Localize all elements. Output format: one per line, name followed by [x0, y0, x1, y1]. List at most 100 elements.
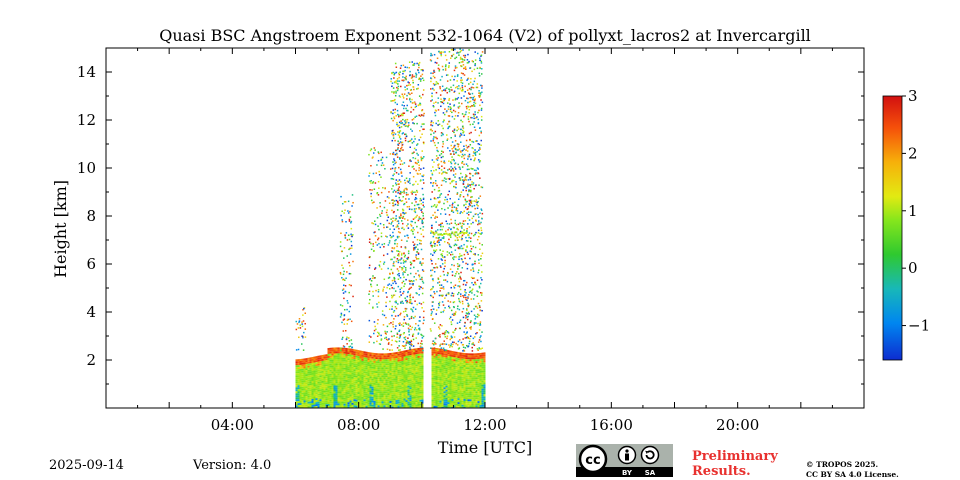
heatmap-cell [434, 136, 436, 139]
heatmap-cell [419, 320, 421, 322]
heatmap-cell [453, 91, 455, 93]
heatmap-cell [313, 382, 316, 385]
heatmap-cell [376, 216, 379, 219]
heatmap-cell [397, 202, 400, 205]
heatmap-cell [483, 368, 486, 371]
heatmap-cell [391, 374, 394, 377]
heatmap-cell [393, 390, 396, 393]
heatmap-cell [434, 144, 436, 147]
heatmap-cell [468, 184, 471, 186]
heatmap-cell [368, 278, 371, 281]
heatmap-cell [481, 398, 484, 401]
heatmap-cell [399, 71, 401, 73]
heatmap-cell [317, 375, 320, 378]
heatmap-cell [393, 335, 395, 337]
heatmap-cell [447, 386, 450, 389]
heatmap-cell [407, 256, 410, 259]
heatmap-cell [341, 351, 344, 354]
heatmap-cell [298, 320, 301, 322]
heatmap-cell [345, 347, 348, 350]
heatmap-cell [464, 333, 467, 335]
heatmap-cell [439, 372, 442, 375]
heatmap-cell [367, 364, 370, 367]
heatmap-cell [303, 307, 306, 309]
heatmap-cell [445, 357, 448, 360]
heatmap-cell [377, 369, 380, 372]
heatmap-cell [401, 146, 403, 149]
heatmap-cell [351, 348, 354, 351]
heatmap-cell [477, 371, 480, 374]
heatmap-cell [383, 243, 386, 245]
heatmap-cell [420, 264, 423, 266]
heatmap-cell [301, 360, 304, 363]
heatmap-cell [313, 356, 316, 359]
heatmap-cell [345, 391, 348, 394]
heatmap-cell [431, 391, 434, 394]
heatmap-cell [411, 354, 414, 357]
heatmap-cell [477, 389, 480, 392]
heatmap-cell [401, 406, 404, 408]
heatmap-cell [440, 239, 442, 241]
heatmap-cell [323, 366, 326, 369]
heatmap-cell [464, 99, 467, 102]
heatmap-cell [381, 367, 384, 370]
heatmap-cell [301, 388, 304, 391]
heatmap-cell [297, 385, 300, 388]
heatmap-cell [467, 361, 470, 364]
heatmap-cell [391, 402, 394, 405]
heatmap-cell [483, 390, 486, 393]
heatmap-cell [347, 368, 350, 371]
heatmap-cell [439, 344, 441, 346]
heatmap-cell [447, 368, 450, 371]
heatmap-cell [443, 167, 446, 169]
heatmap-cell [350, 339, 353, 341]
heatmap-cell [368, 175, 370, 177]
heatmap-cell [357, 366, 360, 369]
heatmap-cell [435, 369, 438, 372]
heatmap-cell [327, 361, 330, 364]
heatmap-cell [401, 300, 404, 303]
heatmap-cell [471, 365, 474, 368]
heatmap-cell [471, 375, 474, 378]
heatmap-cell [377, 405, 380, 408]
heatmap-cell [341, 353, 344, 356]
heatmap-cell [296, 323, 299, 325]
heatmap-cell [430, 54, 433, 57]
heatmap-cell [403, 396, 406, 399]
heatmap-cell [399, 163, 402, 166]
heatmap-cell [437, 384, 440, 387]
heatmap-cell [413, 168, 415, 170]
heatmap-cell [449, 149, 451, 152]
heatmap-cell [343, 383, 346, 386]
heatmap-cell [475, 381, 478, 384]
heatmap-cell [353, 373, 356, 376]
heatmap-cell [469, 369, 472, 372]
heatmap-cell [349, 370, 352, 373]
heatmap-cell [391, 400, 394, 403]
heatmap-cell [415, 258, 418, 260]
heatmap-cell [413, 244, 415, 247]
heatmap-cell [439, 364, 442, 367]
heatmap-cell [385, 385, 388, 388]
heatmap-cell [395, 374, 398, 377]
heatmap-cell [341, 395, 344, 398]
heatmap-cell [414, 217, 416, 219]
heatmap-cell [419, 355, 422, 358]
heatmap-cell [429, 242, 432, 245]
heatmap-cell [391, 287, 393, 289]
heatmap-cell [449, 161, 452, 163]
heatmap-cell [406, 88, 409, 90]
heatmap-cell [383, 353, 386, 356]
heatmap-cell [410, 160, 412, 162]
heatmap-cell [454, 284, 457, 286]
heatmap-cell [430, 100, 432, 102]
heatmap-cell [456, 74, 459, 76]
heatmap-cell [369, 402, 372, 405]
heatmap-cell [441, 370, 444, 373]
heatmap-cell [419, 367, 422, 370]
heatmap-cell [355, 363, 358, 366]
heatmap-cell [457, 145, 460, 148]
heatmap-cell [333, 357, 336, 360]
heatmap-cell [439, 223, 442, 226]
heatmap-cell [355, 405, 358, 408]
